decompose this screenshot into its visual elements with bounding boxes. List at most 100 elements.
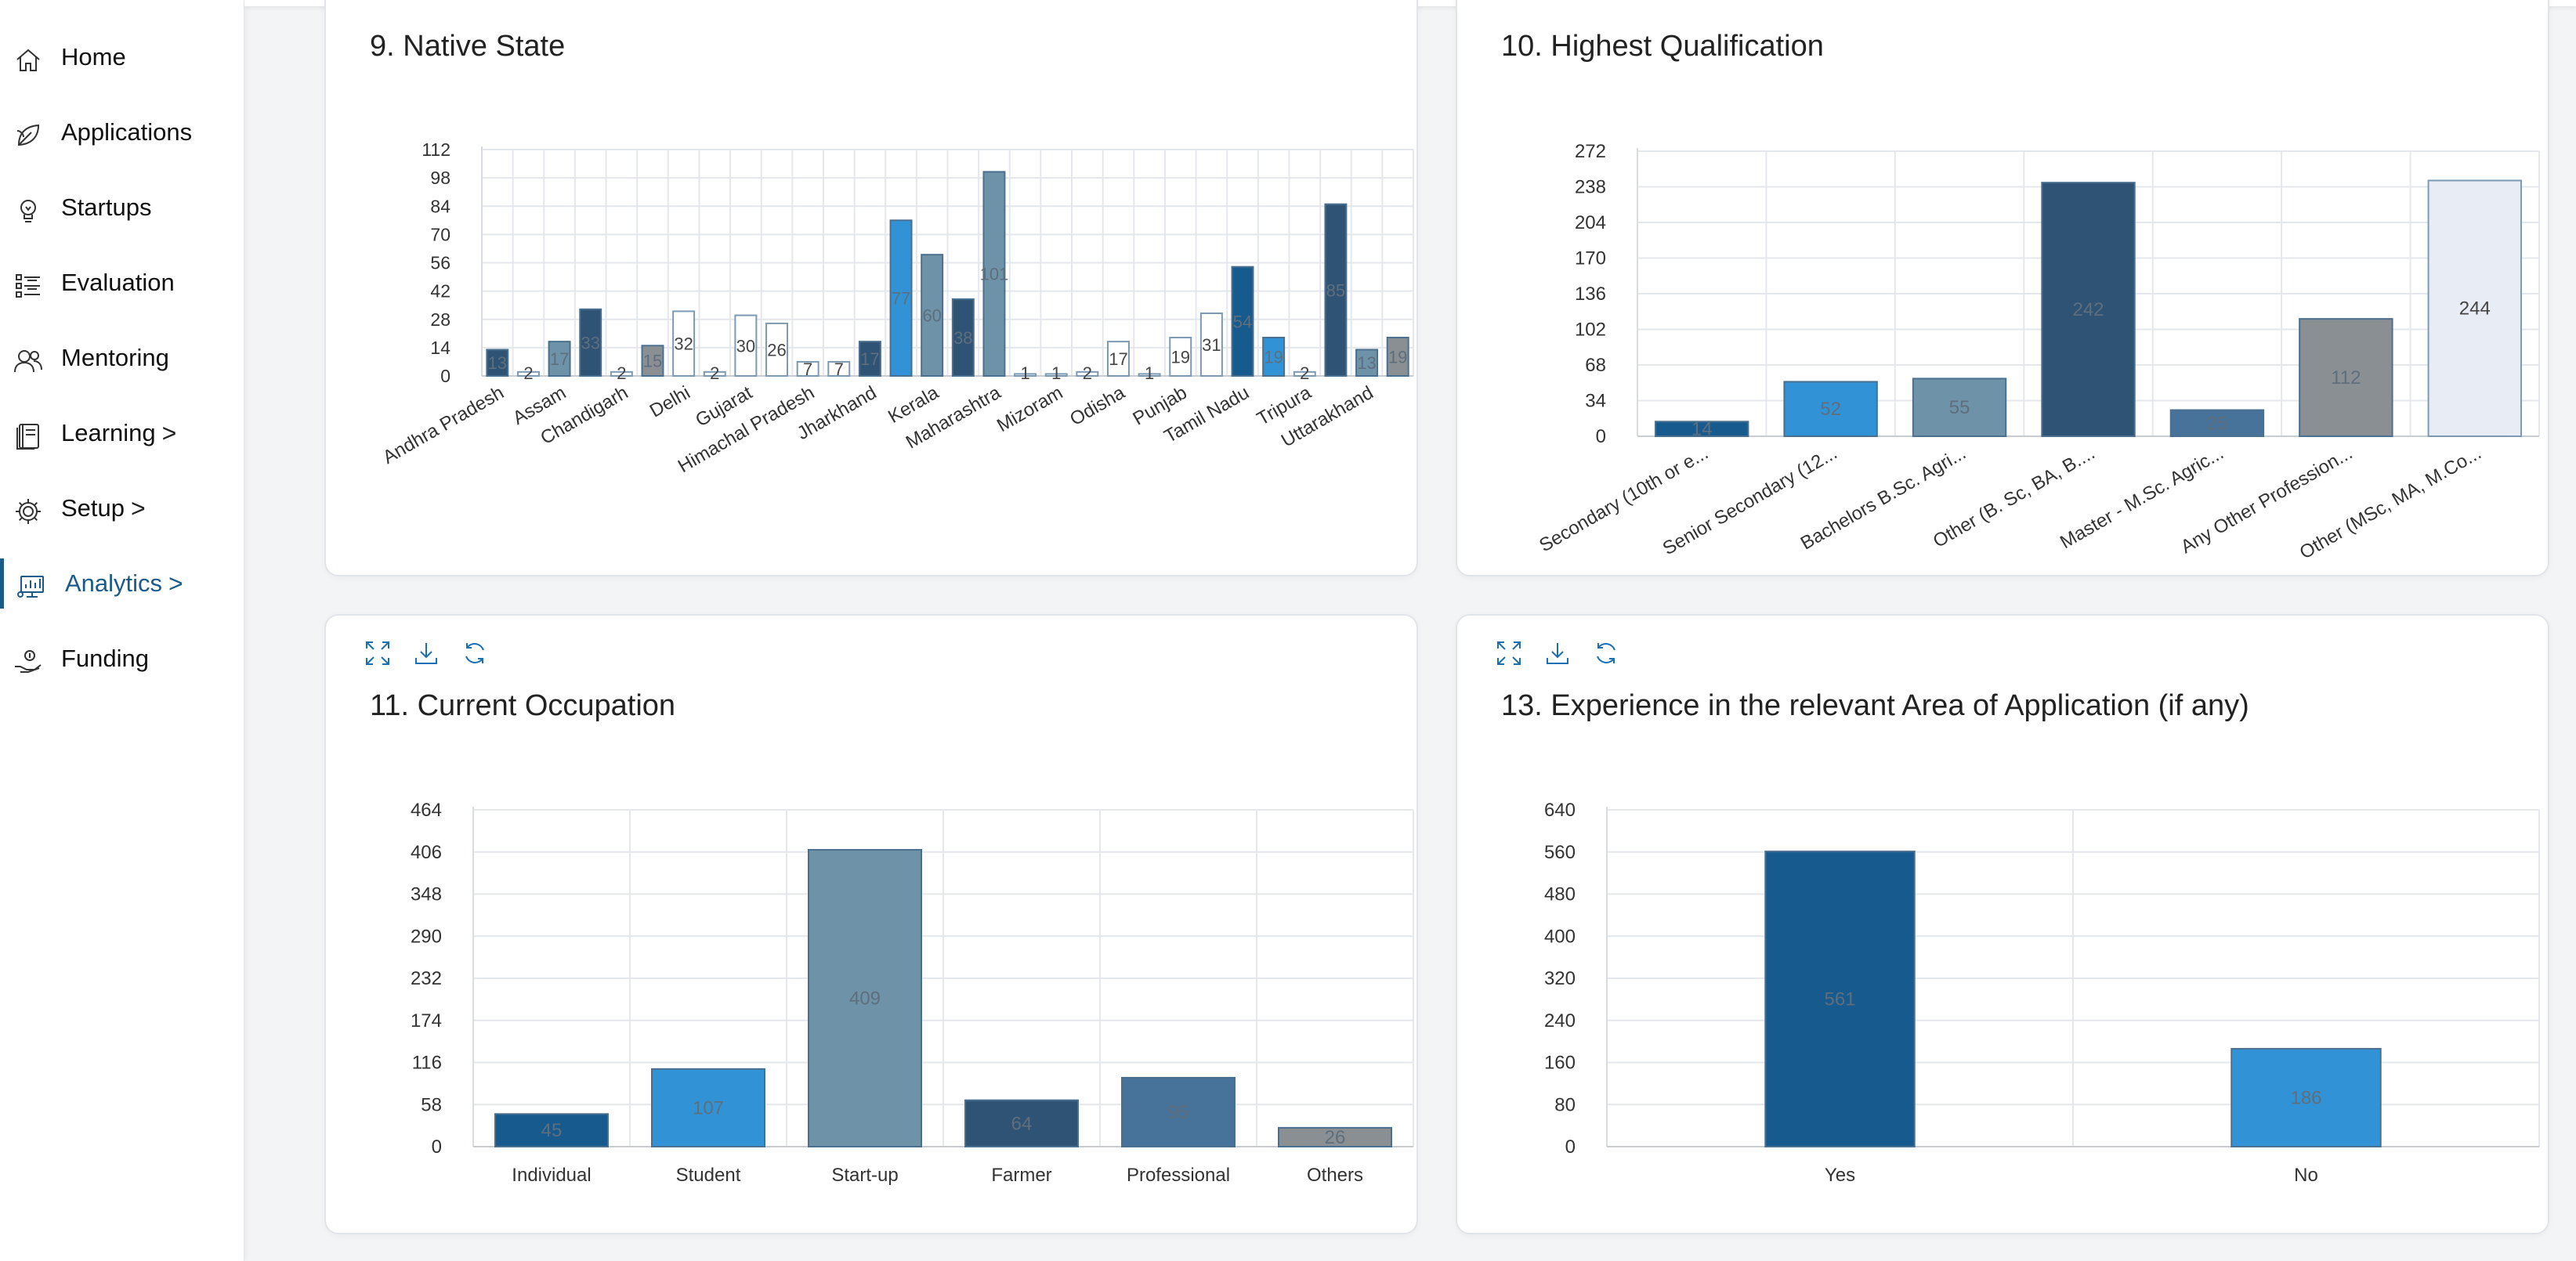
bar [889, 219, 913, 377]
bar [921, 254, 944, 377]
data-label: 2 [523, 363, 533, 383]
y-tick-label: 28 [430, 309, 450, 330]
y-tick-label: 290 [411, 926, 442, 947]
download-icon[interactable] [1543, 639, 1572, 667]
data-label: 2 [1083, 363, 1092, 383]
sidebar-item-label: Applications [61, 118, 193, 146]
bar [1293, 370, 1316, 378]
x-category-label: No [2294, 1165, 2318, 1186]
bar [494, 1113, 609, 1148]
bar [765, 322, 788, 377]
sidebar-item-label: Setup > [61, 493, 146, 522]
y-tick-label: 84 [430, 196, 450, 216]
sidebar-item-evaluation[interactable]: Evaluation [0, 258, 244, 308]
chart-card-highest-qualification: 10. Highest Qualification 0 34 68 102 136 170… [1456, 0, 2549, 576]
bar [672, 310, 696, 377]
bar [982, 171, 1006, 377]
sidebar-item-learning[interactable]: Learning > [0, 408, 244, 458]
sidebar-item-mentoring[interactable]: Mentoring [0, 333, 244, 383]
bar [1014, 373, 1037, 378]
data-label: 186 [2290, 1088, 2321, 1109]
x-category-label: Mizoram [993, 382, 1066, 436]
data-label: 244 [2459, 298, 2491, 320]
bar [1262, 336, 1286, 377]
sidebar-item-startups[interactable]: Startups [0, 182, 244, 233]
bar [827, 360, 851, 377]
bar [1076, 370, 1099, 378]
sidebar-item-applications[interactable]: Applications [0, 107, 244, 157]
y-tick-label: 272 [1575, 141, 1606, 162]
chart-title: 10. Highest Qualification [1501, 30, 1824, 63]
data-label: 55 [1949, 397, 1970, 418]
bar [1355, 349, 1379, 377]
sidebar-item-setup[interactable]: Setup > [0, 483, 244, 533]
x-category-label: Delhi [646, 382, 694, 422]
x-category-label: Farmer [991, 1165, 1051, 1186]
bar [516, 370, 540, 378]
y-tick-label: 0 [440, 366, 450, 386]
sidebar-item-label: Evaluation [61, 269, 175, 296]
bar [2230, 1048, 2382, 1147]
y-tick-label: 136 [1575, 284, 1606, 305]
data-label: 38 [953, 328, 972, 348]
current-occupation-chart: 0 58 116 174 232 290 348 406 464 45 107 409 64 95 26 In… [411, 800, 1414, 1186]
y-tick-label: 232 [411, 968, 442, 989]
bar [2299, 318, 2393, 437]
book-icon [13, 421, 44, 452]
data-label: 31 [1202, 335, 1221, 355]
chart-title: 13. Experience in the relevant Area of A… [1501, 689, 2249, 722]
expand-icon[interactable] [1495, 639, 1523, 667]
experience-chart: 0 80 160 240 320 400 480 560 640 561 186 Yes No [1544, 800, 2540, 1186]
y-tick-label: 98 [430, 168, 450, 188]
y-tick-label: 238 [1575, 177, 1606, 198]
data-label: 19 [1171, 347, 1190, 367]
data-label: 26 [767, 340, 786, 360]
data-label: 2 [1300, 363, 1309, 383]
bar [734, 314, 758, 378]
refresh-icon[interactable] [1592, 639, 1620, 667]
bar [486, 349, 509, 377]
data-label: 19 [1388, 347, 1407, 367]
bar [610, 370, 633, 378]
y-tick-label: 170 [1575, 248, 1606, 269]
bulb-icon [13, 195, 44, 226]
bar [1783, 381, 1878, 437]
sidebar-item-label: Learning > [61, 418, 177, 447]
data-label: 17 [860, 349, 879, 369]
analytics-icon [16, 571, 48, 602]
data-label: 54 [1233, 312, 1252, 331]
sidebar-item-funding[interactable]: Funding [0, 634, 244, 684]
bar [2169, 409, 2265, 438]
bar [1324, 203, 1348, 377]
sidebar-item-label: Home [61, 43, 126, 70]
expand-icon[interactable] [364, 639, 392, 667]
bar [1655, 421, 1749, 438]
y-tick-label: 348 [411, 884, 442, 905]
users-icon [13, 345, 44, 377]
bar [796, 360, 819, 377]
download-icon[interactable] [412, 639, 440, 667]
data-label: 242 [2072, 299, 2104, 320]
data-label: 25 [2207, 413, 2228, 434]
data-label: 409 [849, 988, 881, 1009]
refresh-icon[interactable] [461, 639, 489, 667]
data-label: 60 [922, 306, 941, 326]
data-label: 1 [1145, 363, 1154, 383]
sidebar-item-home[interactable]: Home [0, 32, 244, 82]
main-content: 9. Native State 0 14 28 42 56 70 84 98 112 13 2 17 3… [244, 0, 2576, 1261]
sidebar-item-label: Startups [61, 193, 152, 221]
y-tick-label: 480 [1544, 884, 1576, 905]
chart-card-current-occupation: 11. Current Occupation 0 58 116 174 232 290 34… [324, 614, 1418, 1234]
y-tick-label: 0 [1596, 426, 1606, 447]
y-tick-label: 204 [1575, 212, 1606, 233]
sidebar-item-analytics[interactable]: Analytics > [0, 558, 244, 609]
y-tick-label: 0 [432, 1136, 442, 1158]
data-label: 77 [892, 289, 910, 309]
chart-card-native-state: 9. Native State 0 14 28 42 56 70 84 98 112 13 2 17 3… [324, 0, 1418, 576]
funding-icon [13, 646, 44, 677]
data-label: 17 [1109, 349, 1127, 369]
x-category-label: Yes [1825, 1165, 1855, 1186]
bar [1138, 373, 1161, 378]
y-tick-label: 80 [1554, 1094, 1576, 1115]
y-tick-label: 56 [430, 253, 450, 273]
